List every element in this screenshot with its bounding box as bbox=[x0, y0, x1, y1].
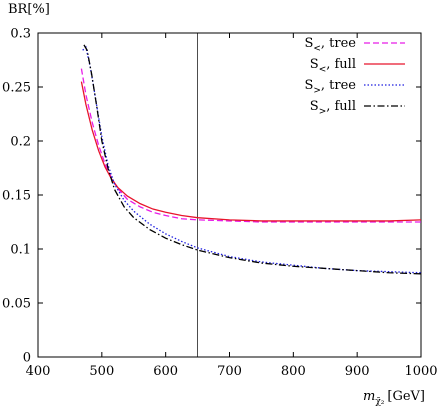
y-tick-label: 0.3 bbox=[10, 27, 31, 42]
y-axis-label: BR[%] bbox=[8, 2, 50, 17]
plot-frame bbox=[37, 32, 422, 358]
y-tick-label: 0.1 bbox=[10, 243, 31, 258]
x-tick-label: 600 bbox=[153, 364, 178, 379]
legend-label: S>, tree bbox=[304, 78, 356, 96]
legend-label: S<, tree bbox=[304, 36, 356, 54]
legend: S<, tree S<, full S>, tree S>, full bbox=[304, 36, 405, 117]
ticks-group: 400 500 600 700 800 900 1000 0 0.05 0.1 0.15 0.2 0.2… bbox=[2, 27, 438, 380]
y-tick-label: 0.05 bbox=[2, 297, 31, 312]
x-tick-label: 500 bbox=[89, 364, 114, 379]
y-tick-label: 0.25 bbox=[2, 81, 31, 96]
plot-frame-group bbox=[37, 32, 422, 358]
x-tick-label: 1000 bbox=[404, 364, 437, 379]
legend-label: S<, full bbox=[310, 57, 356, 75]
y-tick-label: 0.15 bbox=[2, 189, 31, 204]
x-tick-label: 700 bbox=[217, 364, 242, 379]
series-line bbox=[83, 44, 422, 275]
x-tick-label: 800 bbox=[281, 364, 306, 379]
x-axis-label-unit: [GeV] bbox=[387, 389, 425, 404]
y-tick-label: 0.2 bbox=[10, 135, 31, 150]
x-tick-label: 400 bbox=[26, 364, 51, 379]
x-tick-label: 900 bbox=[345, 364, 370, 379]
y-tick-label: 0 bbox=[23, 351, 31, 366]
series-line bbox=[80, 68, 421, 223]
x-axis-label-main: m bbox=[363, 389, 375, 404]
series-line bbox=[80, 81, 422, 222]
series-line bbox=[82, 45, 422, 274]
x-axis-label: mχ̃₂ [GeV] bbox=[363, 389, 425, 407]
x-axis-label-sub: χ̃₂ bbox=[375, 396, 384, 407]
legend-label: S>, full bbox=[310, 99, 356, 117]
series-group bbox=[80, 44, 422, 275]
